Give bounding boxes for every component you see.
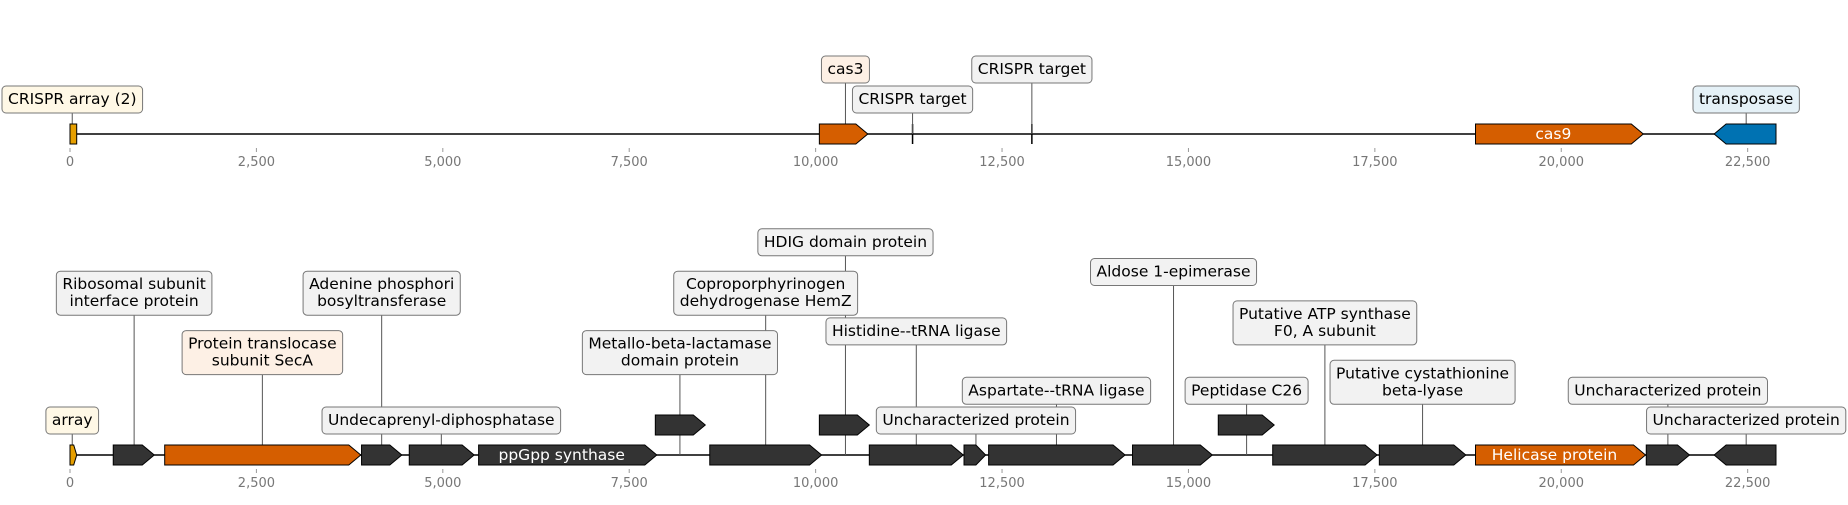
axis-tick-label: 10,000	[793, 476, 839, 491]
feature-label-text: cas3	[827, 60, 863, 78]
feature-label-text: Protein translocase	[188, 335, 337, 353]
gene-arrow	[819, 415, 869, 435]
axis-tick-label: 17,500	[1352, 155, 1398, 170]
axis-tick-label: 22,500	[1725, 476, 1771, 491]
gene-arrow	[165, 445, 361, 465]
feature-label-text: Uncharacterized protein	[1574, 381, 1761, 399]
axis-tick-label: 0	[66, 476, 74, 491]
feature-label-text: CRISPR target	[978, 60, 1086, 78]
feature-label-text: Undecaprenyl-diphosphatase	[328, 411, 555, 429]
feature-label-text: subunit SecA	[212, 352, 314, 370]
feature-label-text: Peptidase C26	[1191, 381, 1302, 399]
gene-arrow	[1714, 445, 1776, 465]
feature-label-text: Uncharacterized protein	[1653, 411, 1840, 429]
feature-label-text: array	[52, 411, 93, 429]
feature-label-text: Coproporphyrinogen	[686, 275, 845, 293]
gene-arrow	[362, 445, 402, 465]
feature-label-text: Ribosomal subunit	[62, 275, 206, 293]
feature-label-text: transposase	[1699, 90, 1793, 108]
axis-tick-label: 5,000	[424, 476, 461, 491]
axis-tick-label: 10,000	[793, 155, 839, 170]
feature-label-text: Aspartate--tRNA ligase	[968, 381, 1144, 399]
axis-tick-label: 2,500	[238, 476, 275, 491]
axis-tick-label: 20,000	[1539, 476, 1585, 491]
feature-label-text: dehydrogenase HemZ	[680, 292, 852, 310]
gene-arrow	[1133, 445, 1213, 465]
feature-label-text: F0, A subunit	[1274, 322, 1376, 340]
axis-tick-label: 12,500	[979, 476, 1025, 491]
axis-tick-label: 15,000	[1166, 476, 1212, 491]
feature-label-text: Aldose 1-epimerase	[1097, 263, 1251, 281]
feature-label-text: CRISPR target	[858, 90, 966, 108]
axis-tick-label: 0	[66, 155, 74, 170]
gene-arrow	[869, 445, 963, 465]
gene-arrow	[819, 124, 867, 144]
gene-arrow	[1646, 445, 1689, 465]
gene-arrow	[1273, 445, 1377, 465]
gene-arrow	[70, 445, 77, 465]
gene-arrow	[70, 124, 77, 144]
feature-label-text: beta-lyase	[1382, 381, 1463, 399]
feature-label-text: HDIG domain protein	[764, 233, 927, 251]
gene-arrow	[1218, 415, 1274, 435]
axis-tick-label: 17,500	[1352, 476, 1398, 491]
feature-label-text: Histidine--tRNA ligase	[832, 322, 1001, 340]
feature-label-text: bosyltransferase	[317, 292, 446, 310]
feature-label-text: Uncharacterized protein	[882, 411, 1069, 429]
gene-arrow	[964, 445, 986, 465]
gene-label: cas9	[1535, 125, 1571, 143]
feature-label-text: Putative ATP synthase	[1239, 305, 1411, 323]
axis-tick-label: 15,000	[1166, 155, 1212, 170]
feature-label-text: Putative cystathionine	[1336, 364, 1509, 382]
axis-tick-label: 22,500	[1725, 155, 1771, 170]
gene-arrow	[113, 445, 154, 465]
gene-arrow	[1379, 445, 1465, 465]
axis-tick-label: 2,500	[238, 155, 275, 170]
axis-tick-label: 7,500	[611, 155, 648, 170]
gene-label: ppGpp synthase	[499, 446, 625, 464]
gene-arrow	[409, 445, 474, 465]
gene-arrow	[710, 445, 822, 465]
gene-arrow	[1714, 124, 1776, 144]
axis-tick-label: 7,500	[611, 476, 648, 491]
axis-tick-label: 12,500	[979, 155, 1025, 170]
axis-tick-label: 5,000	[424, 155, 461, 170]
feature-label-text: domain protein	[621, 352, 739, 370]
feature-label-text: interface protein	[70, 292, 199, 310]
axis-tick-label: 20,000	[1539, 155, 1585, 170]
feature-label-text: CRISPR array (2)	[8, 90, 137, 108]
feature-label-text: Metallo-beta-lactamase	[588, 335, 771, 353]
gene-arrow	[989, 445, 1125, 465]
gene-arrow	[655, 415, 705, 435]
feature-label-text: Adenine phosphori	[309, 275, 454, 293]
gene-label: Helicase protein	[1492, 446, 1617, 464]
